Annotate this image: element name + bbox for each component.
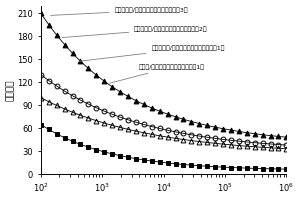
Text: 改性石墨烯/环氧树脂复合材料（实施例3）: 改性石墨烯/环氧树脂复合材料（实施例3）	[51, 8, 188, 15]
Text: 石墨烯/环氧树脂复合材料（比较例1）: 石墨烯/环氧树脂复合材料（比较例1）	[110, 64, 205, 83]
Text: 改性石墨烯/环氧树脂复合材料（实施例1）: 改性石墨烯/环氧树脂复合材料（实施例1）	[79, 46, 225, 61]
Text: 改性石墨烯/环氧树脂复合材料（实施例2）: 改性石墨烯/环氧树脂复合材料（实施例2）	[62, 26, 208, 38]
Y-axis label: 介电常数: 介电常数	[6, 79, 15, 101]
